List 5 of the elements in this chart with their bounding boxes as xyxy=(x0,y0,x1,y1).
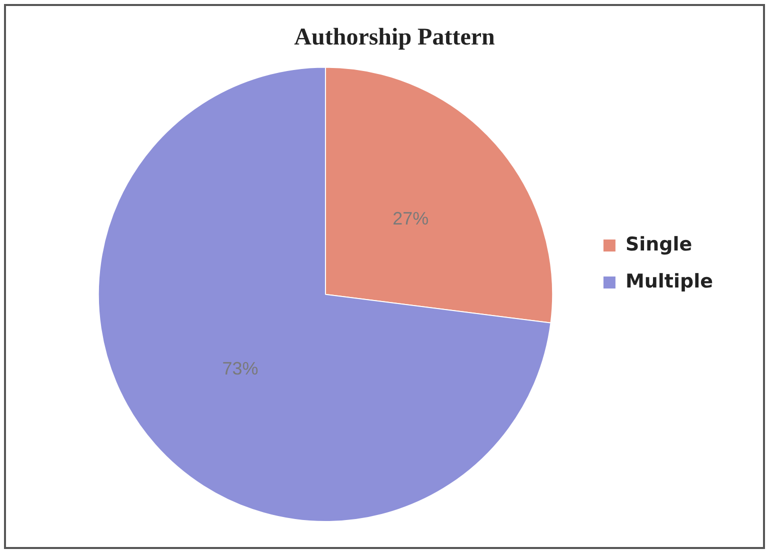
chart-title: Authorship Pattern xyxy=(294,24,495,51)
legend-label: Multiple xyxy=(625,270,714,292)
data-label: 73% xyxy=(222,358,258,378)
legend-label: Single xyxy=(625,233,692,256)
data-label: 27% xyxy=(392,208,429,228)
